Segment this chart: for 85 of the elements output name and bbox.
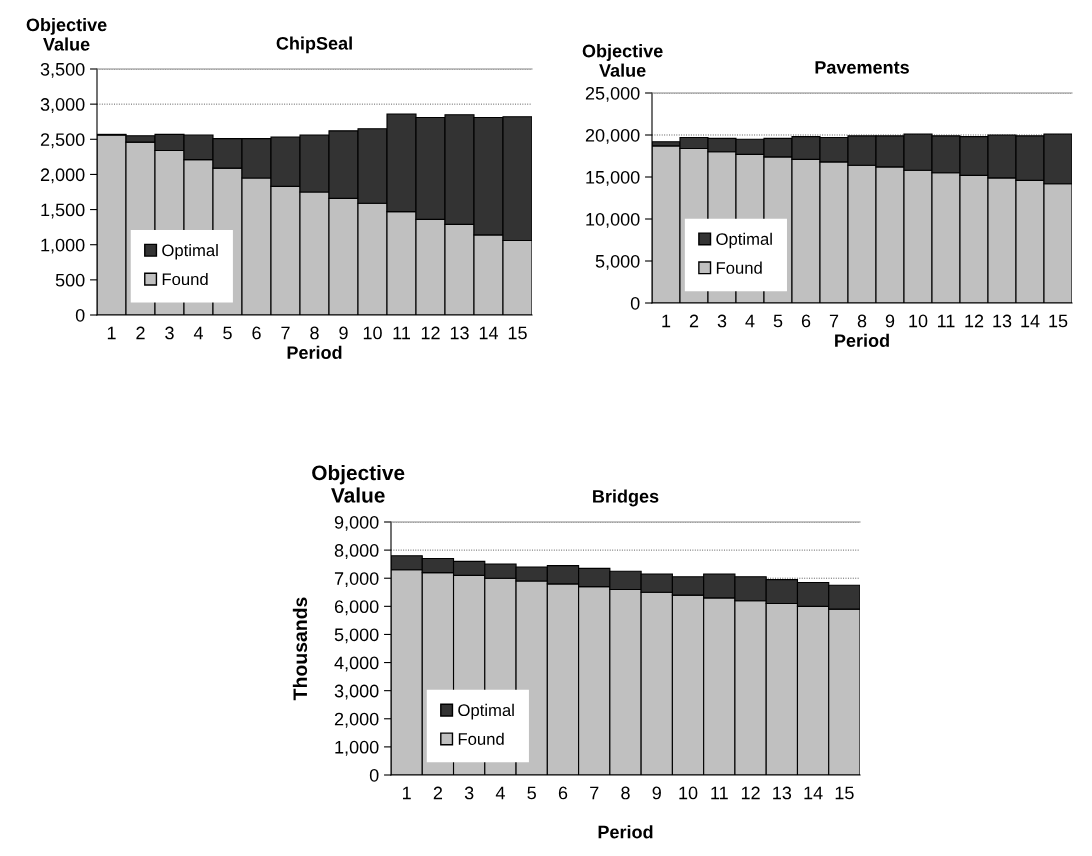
x-tick-label: 7 (590, 786, 599, 800)
x-tick-label: 8 (310, 326, 319, 340)
x-tick-label: 3 (717, 314, 727, 328)
x-tick-label: 7 (281, 326, 290, 340)
chart-title: ChipSeal (276, 36, 352, 54)
y-axis-title: Objective Value (312, 464, 405, 503)
x-tick-label: 9 (652, 786, 661, 800)
y-tick-label: 5,000 (334, 628, 379, 644)
x-tick-label: 5 (527, 786, 536, 800)
x-tick-label: 1 (662, 314, 671, 328)
x-tick-label: 2 (433, 786, 443, 800)
x-tick-label: 15 (508, 326, 527, 340)
x-tick-label: 13 (773, 786, 792, 800)
legend-label: Found (458, 732, 504, 745)
x-tick-label: 6 (252, 326, 261, 340)
legend-label: Found (162, 272, 208, 286)
x-tick-label: 5 (223, 326, 232, 340)
x-tick-label: 11 (711, 786, 728, 800)
legend-label: Found (716, 261, 762, 274)
y-tick-label: 3,500 (40, 62, 85, 78)
x-tick-label: 4 (745, 314, 755, 328)
x-tick-label: 4 (495, 786, 505, 800)
x-tick-label: 3 (464, 786, 474, 800)
x-tick-label: 12 (421, 326, 440, 340)
x-tick-label: 2 (689, 314, 699, 328)
y-tick-label: 0 (630, 296, 640, 310)
x-tick-label: 15 (835, 786, 854, 800)
y-tick-label: 0 (369, 768, 379, 782)
x-tick-label: 13 (450, 326, 469, 340)
x-tick-label: 14 (804, 786, 823, 800)
x-tick-label: 7 (829, 314, 839, 328)
text: Thousands (292, 597, 308, 701)
y-axis-title: Objective Value (26, 17, 107, 51)
chart-title: Pavements (815, 61, 909, 74)
x-tick-label: 12 (741, 786, 760, 800)
legend-label: Optimal (162, 244, 218, 260)
x-tick-label: 10 (363, 326, 382, 340)
x-tick-label: 10 (909, 314, 928, 328)
y-tick-label: 15,000 (586, 170, 640, 186)
chart-title: Bridges (593, 489, 659, 507)
y-tick-label: 5,000 (595, 254, 640, 270)
y-tick-label: 10,000 (586, 212, 640, 228)
x-tick-label: 10 (679, 786, 698, 800)
legend-label: Optimal (458, 703, 514, 720)
x-tick-label: 9 (885, 314, 895, 328)
y-tick-label: 8,000 (334, 544, 379, 559)
legend-label: Optimal (716, 232, 772, 249)
x-tick-label: 12 (965, 314, 984, 328)
y-tick-label: 0 (75, 308, 85, 322)
x-tick-label: 8 (621, 786, 630, 800)
x-tick-label: 14 (1021, 314, 1040, 328)
y-tick-label: 7,000 (334, 572, 379, 588)
y-tick-label: 3,000 (40, 98, 85, 113)
x-tick-label: 8 (857, 314, 867, 328)
x-tick-label: 13 (993, 314, 1012, 328)
y-tick-label: 1,000 (335, 740, 379, 756)
y-tick-label: 9,000 (334, 515, 379, 531)
y-tick-label: 4,000 (334, 656, 379, 672)
y-tick-label: 3,000 (334, 684, 379, 700)
x-tick-label: 3 (165, 326, 174, 340)
x-axis-title: Period (598, 825, 653, 839)
y-tick-label: 6,000 (334, 600, 379, 616)
x-tick-label: 1 (107, 326, 116, 340)
x-axis-title: Period (287, 345, 342, 359)
y-tick-label: 2,500 (40, 133, 85, 149)
x-tick-label: 2 (136, 326, 145, 340)
x-tick-label: 11 (938, 314, 955, 328)
x-tick-label: 15 (1049, 314, 1068, 328)
x-tick-label: 5 (773, 314, 783, 328)
x-tick-label: 11 (393, 326, 410, 340)
y-tick-label: 20,000 (585, 128, 640, 144)
x-tick-label: 4 (193, 326, 203, 340)
y-tick-label: 25,000 (585, 86, 640, 102)
x-tick-label: 6 (558, 786, 568, 800)
y-tick-label: 1,500 (41, 203, 85, 219)
x-tick-label: 9 (339, 326, 348, 340)
x-axis-title: Period (835, 333, 889, 347)
x-tick-label: 14 (479, 326, 499, 340)
y-tick-label: 2,000 (334, 712, 379, 728)
y-tick-label: 500 (55, 273, 85, 287)
y-tick-label: 2,000 (40, 168, 85, 184)
x-tick-label: 6 (801, 314, 811, 328)
x-tick-label: 1 (402, 786, 411, 800)
y-axis-title: Objective Value (582, 44, 663, 77)
y-tick-label: 1,000 (41, 238, 85, 254)
